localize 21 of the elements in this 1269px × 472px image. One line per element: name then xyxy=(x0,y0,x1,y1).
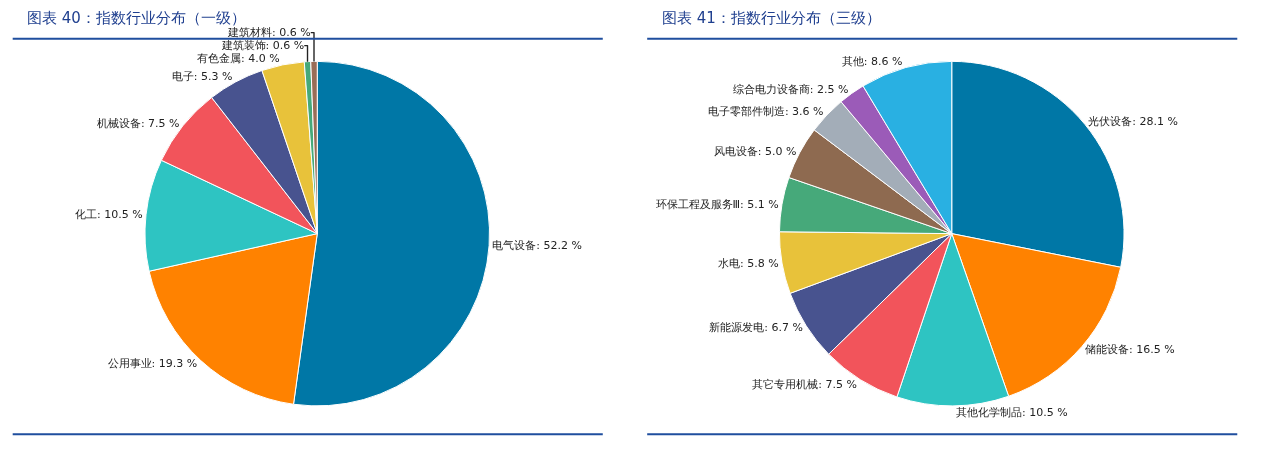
chart-title: 图表 41：指数行业分布（三级） xyxy=(662,9,881,27)
slice-label: 电子零部件制造: 3.6 % xyxy=(707,105,824,119)
slice-label: 化工: 10.5 % xyxy=(75,208,143,222)
slice-label: 有色金属: 4.0 % xyxy=(196,52,280,66)
slice-label: 储能设备: 16.5 % xyxy=(1085,342,1175,356)
slice-label: 新能源发电: 6.7 % xyxy=(709,321,803,335)
slice-label: 水电: 5.8 % xyxy=(718,256,779,270)
slice-label: 光伏设备: 28.1 % xyxy=(1088,115,1178,129)
slice-label: 电气设备: 52.2 % xyxy=(492,239,583,253)
slice-label: 风电设备: 5.0 % xyxy=(713,144,797,158)
slice-label: 公用事业: 19.3 % xyxy=(107,357,198,371)
slice-label: 其他: 8.6 % xyxy=(841,55,903,69)
slice-label: 其它专用机械: 7.5 % xyxy=(752,377,858,391)
slice-label: 电子: 5.3 % xyxy=(171,70,233,84)
slice-label: 其他化学制品: 10.5 % xyxy=(956,405,1068,419)
slice-label: 建筑材料: 0.6 % xyxy=(227,26,311,40)
slice-label: 综合电力设备商: 2.5 % xyxy=(732,82,849,96)
slice-label: 环保工程及服务Ⅲ: 5.1 % xyxy=(655,197,779,211)
slice-label: 机械设备: 7.5 % xyxy=(96,116,180,130)
chart-title: 图表 40：指数行业分布（一级） xyxy=(27,9,246,27)
slice-label: 建筑装饰: 0.6 % xyxy=(220,39,305,53)
